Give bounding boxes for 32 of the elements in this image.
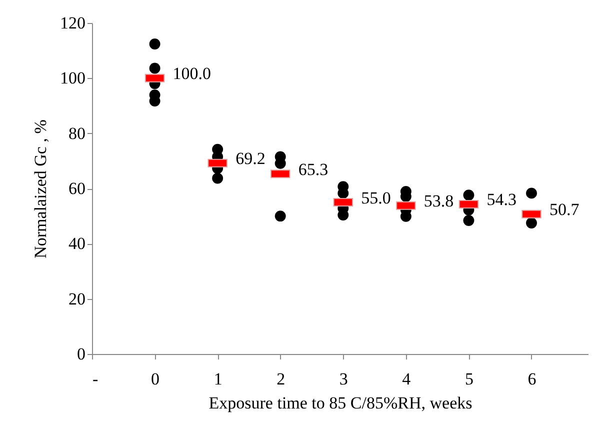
point bbox=[463, 215, 474, 226]
x-tick-label: - bbox=[92, 370, 98, 388]
data-label: 53.8 bbox=[424, 192, 454, 211]
y-tick-label: 80 bbox=[68, 124, 86, 143]
y-tick-label: 100 bbox=[60, 68, 86, 88]
data-label: 100.0 bbox=[172, 64, 212, 84]
point bbox=[526, 188, 537, 199]
data-label: 54.3 bbox=[486, 190, 516, 210]
y-tick-label: 120 bbox=[60, 14, 86, 32]
point bbox=[149, 38, 160, 50]
data-label: 69.2 bbox=[236, 149, 266, 168]
x-tick-label: 3 bbox=[339, 370, 348, 388]
data-label: 65.3 bbox=[298, 160, 328, 179]
point bbox=[526, 218, 537, 228]
point bbox=[463, 190, 474, 201]
data-label: 55.0 bbox=[361, 188, 391, 208]
x-tick-label: 4 bbox=[402, 370, 412, 388]
x-tick-label: 6 bbox=[528, 370, 536, 388]
y-tick-label: 60 bbox=[68, 179, 86, 198]
x-tick-label: 1 bbox=[214, 370, 222, 388]
point bbox=[149, 62, 160, 74]
x-tick-label: 5 bbox=[464, 370, 474, 388]
y-tick-label: 20 bbox=[68, 289, 86, 308]
y-tick-label: 40 bbox=[68, 234, 86, 254]
data-label: 50.7 bbox=[549, 200, 580, 220]
y-tick-label: 0 bbox=[77, 344, 86, 364]
x-tick-label: 0 bbox=[151, 370, 160, 388]
y-axis-title: Normalaized Gc , % bbox=[31, 120, 50, 258]
x-tick-label: 2 bbox=[276, 370, 286, 388]
point bbox=[274, 210, 286, 222]
point bbox=[212, 172, 224, 184]
x-axis-title: Exposure time to 85 C/85%RH, weeks bbox=[208, 394, 472, 412]
